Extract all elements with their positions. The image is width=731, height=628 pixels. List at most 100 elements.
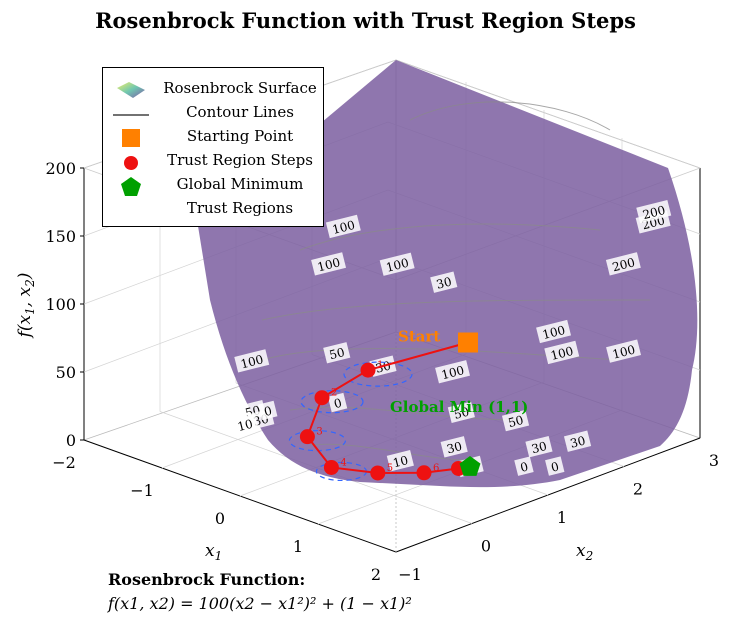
contour-label-bg — [606, 339, 642, 363]
contour-label-bg — [440, 436, 468, 458]
contour-label-text: 0 — [332, 396, 343, 411]
formula-title: Rosenbrock Function: — [108, 570, 306, 589]
contour-label: 30 — [440, 436, 468, 458]
starting-point-marker — [458, 332, 478, 353]
global-minimum-label: Global Min (1,1) — [390, 398, 528, 416]
contour-label-text: 100 — [385, 256, 411, 275]
trust-region-step-point — [360, 362, 376, 378]
legend-item-contours: Contour Lines — [103, 102, 325, 126]
z-axis-label: f(x1, x2) — [15, 273, 37, 340]
z-tick-label: 50 — [56, 363, 76, 382]
y-tick-label: −1 — [398, 565, 422, 584]
contour-label-bg — [525, 435, 553, 458]
z-tick-label: 150 — [45, 227, 76, 246]
z-axis-ticks: 0 50 100 150 200 — [45, 159, 84, 450]
trust-region-steps: 1234567 — [299, 360, 474, 481]
starting-point-label: Start — [398, 328, 440, 346]
contour-label-text: 100 — [541, 323, 567, 342]
contour-label-text: 100 — [331, 218, 357, 237]
step-number-label: 2 — [331, 388, 337, 399]
contour-label-bg — [323, 342, 351, 364]
legend-item-start: Starting Point — [103, 126, 325, 150]
contour-label-text: 50 — [507, 413, 525, 430]
pentagon-marker-icon — [121, 177, 141, 196]
legend: Rosenbrock Surface Contour Lines Startin… — [102, 67, 324, 227]
x-tick-label: 1 — [293, 537, 303, 556]
z-tick-label: 0 — [66, 431, 76, 450]
global-minimum-marker — [459, 456, 481, 476]
contour-label-text: 100 — [440, 363, 466, 382]
x-axis-label: x1 — [205, 541, 222, 563]
y-axis-ticks: −1 0 1 2 3 — [398, 451, 719, 584]
step-number-label: 4 — [340, 457, 346, 468]
contour-label-text: 50 — [328, 345, 346, 362]
contour-label-bg — [501, 409, 530, 432]
chart-title: Rosenbrock Function with Trust Region St… — [95, 8, 636, 33]
contour-label: 100 — [606, 339, 642, 363]
contour-label: 100 — [544, 340, 580, 365]
y-tick-label: 1 — [557, 508, 567, 527]
contour-label: 10 — [386, 450, 414, 472]
legend-item-steps: Trust Region Steps — [103, 150, 325, 174]
contour-label-bg — [447, 401, 475, 423]
step-number-label: 5 — [387, 463, 393, 474]
x-tick-label: 0 — [215, 509, 225, 528]
contour-label-text: 100 — [549, 344, 575, 363]
contour-label: 50 — [447, 401, 475, 423]
legend-item-minimum: Global Minimum — [103, 174, 325, 198]
contour-label-bg — [258, 400, 278, 421]
contour-label-bg — [379, 252, 415, 276]
contour-label-text: 100 — [316, 255, 342, 274]
z-tick-label: 100 — [45, 295, 76, 314]
x-tick-label: −2 — [52, 453, 76, 472]
contour-label: 100 — [435, 360, 471, 384]
formula-text: f(x1, x2) = 100(x2 − x1²)² + (1 − x1)² — [108, 594, 412, 613]
trust-region-step-point — [370, 465, 386, 481]
contour-label: 50 — [323, 342, 351, 364]
contour-label: 30 — [563, 430, 592, 452]
contour-label: 200 — [636, 199, 672, 224]
contour-label-text: 30 — [435, 275, 453, 292]
contour-label-bg — [636, 199, 672, 224]
contour-label: 0 — [258, 400, 278, 421]
square-marker-icon — [122, 129, 140, 147]
contour-label-text: 200 — [611, 255, 637, 274]
contour-label: 10 — [231, 413, 259, 436]
contour-label-bg — [514, 456, 534, 476]
trust-region-step-point — [299, 429, 315, 445]
contour-label: 50 — [501, 409, 530, 432]
legend-item-trust-regions: Trust Regions — [186, 199, 294, 217]
contour-label: 0 — [545, 456, 565, 476]
contour-label-bg — [605, 252, 641, 276]
contour-label-bg — [545, 456, 565, 476]
surface-contour-lines — [261, 101, 651, 461]
contour-label: 100 — [234, 349, 270, 373]
contour-label-bg — [327, 392, 348, 413]
trust-region-step-point — [323, 459, 339, 475]
z-tick-label: 200 — [45, 159, 76, 178]
trust-region-step-point — [314, 390, 330, 406]
contour-label-text: 0 — [550, 459, 561, 474]
x-axis-ticks: −2 −1 0 1 2 — [52, 453, 381, 584]
contour-label-text: 10 — [391, 453, 409, 470]
trust-region-step-point — [416, 465, 432, 481]
contour-label-bg — [386, 450, 414, 472]
contour-label-text: 10 — [236, 417, 254, 434]
contour-label: 100 — [325, 214, 361, 239]
contour-label-text: 100 — [239, 352, 265, 371]
contour-label: 100 — [379, 252, 415, 276]
contour-label-bg — [544, 340, 580, 365]
contour-label-text: 200 — [641, 203, 667, 222]
y-axis-label: x2 — [576, 541, 593, 563]
y-tick-label: 3 — [709, 451, 719, 470]
contour-label-bg — [234, 349, 270, 373]
contour-label-text: 30 — [569, 434, 587, 451]
contour-label-bg — [231, 413, 259, 436]
contour-label: 0 — [514, 456, 534, 476]
contour-label-bg — [325, 214, 361, 239]
surface-swatch-icon — [117, 82, 145, 98]
contour-label-bg — [563, 430, 592, 452]
y-tick-label: 0 — [481, 537, 491, 556]
y-tick-label: 2 — [633, 480, 643, 499]
